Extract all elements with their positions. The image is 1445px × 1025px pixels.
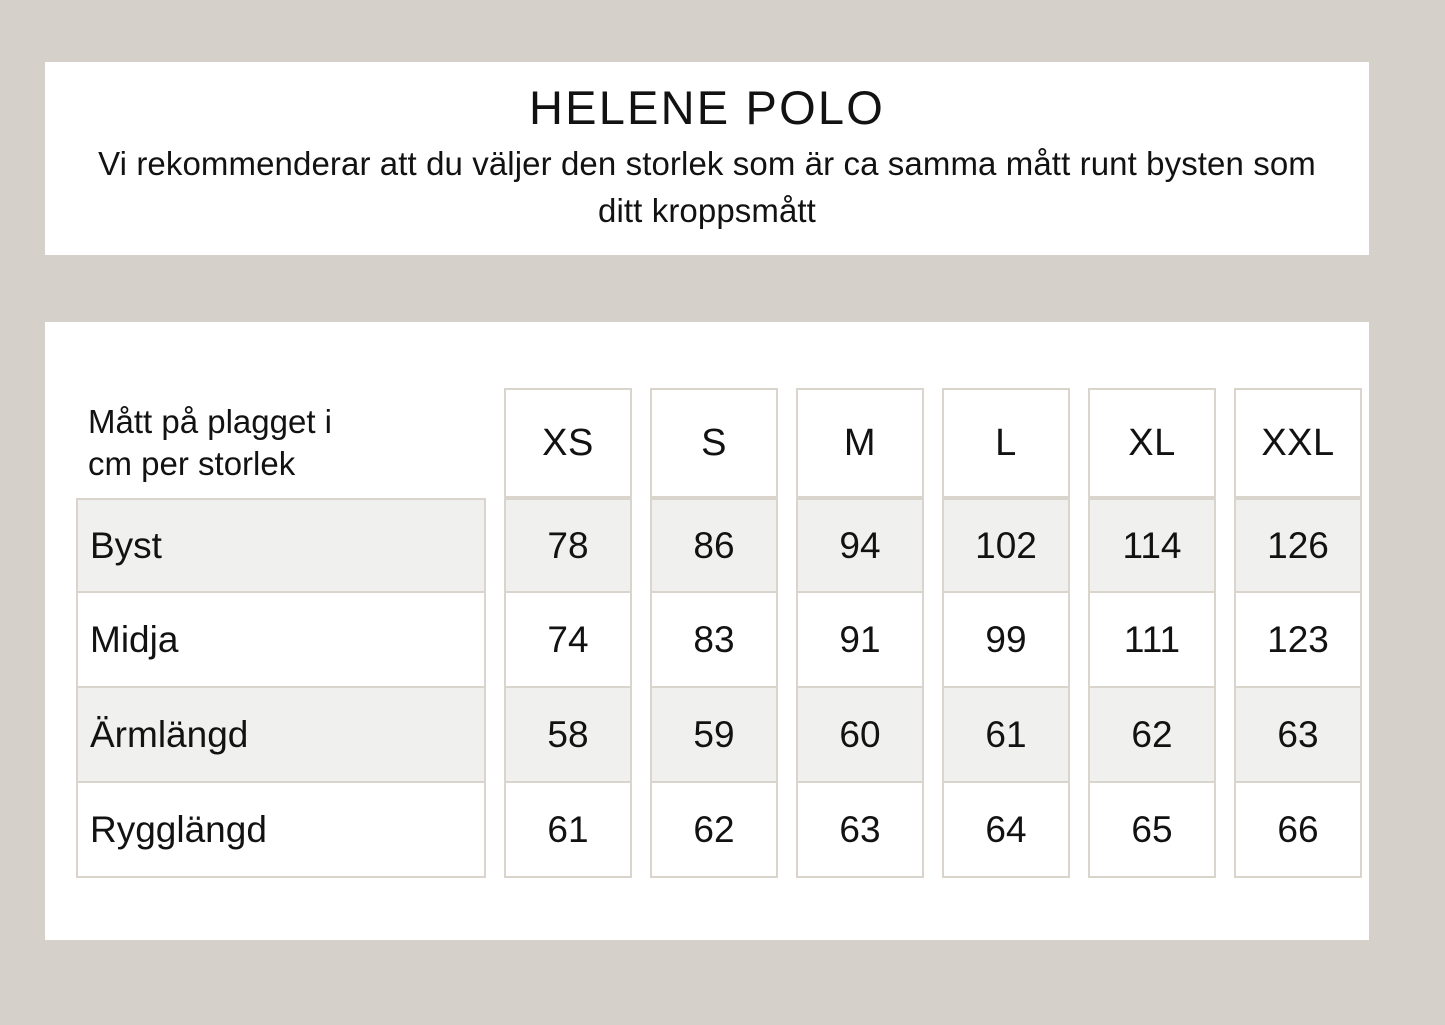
header-panel: HELENE POLO Vi rekommenderar att du välj… <box>45 62 1369 255</box>
measurement-value: 66 <box>1234 783 1362 878</box>
measurement-value: 74 <box>504 593 632 688</box>
measurement-value: 123 <box>1234 593 1362 688</box>
size-column-l: L 102 99 61 64 <box>942 388 1070 878</box>
measurement-row-label: Midja <box>76 593 486 688</box>
measurement-value: 94 <box>796 498 924 593</box>
size-header-xs: XS <box>504 388 632 498</box>
size-column-xs: XS 78 74 58 61 <box>504 388 632 878</box>
measurement-value: 102 <box>942 498 1070 593</box>
measurement-value: 91 <box>796 593 924 688</box>
measurement-label-column: Mått på plagget i cm per storlek Byst Midja… <box>76 388 486 878</box>
size-header-m: M <box>796 388 924 498</box>
measurement-value: 62 <box>1088 688 1216 783</box>
table-corner-label-line2: cm per storlek <box>88 445 296 482</box>
measurement-row-label: Rygglängd <box>76 783 486 878</box>
measurement-value: 86 <box>650 498 778 593</box>
measurement-value: 63 <box>796 783 924 878</box>
size-header-s: S <box>650 388 778 498</box>
measurement-value: 60 <box>796 688 924 783</box>
size-column-m: M 94 91 60 63 <box>796 388 924 878</box>
size-recommendation-text: Vi rekommenderar att du väljer den storl… <box>98 145 1316 230</box>
measurement-value: 59 <box>650 688 778 783</box>
table-corner-label: Mått på plagget i cm per storlek <box>76 388 486 498</box>
size-header-l: L <box>942 388 1070 498</box>
measurement-value: 99 <box>942 593 1070 688</box>
size-column-xxl: XXL 126 123 63 66 <box>1234 388 1362 878</box>
measurement-value: 83 <box>650 593 778 688</box>
measurement-value: 126 <box>1234 498 1362 593</box>
measurement-value: 58 <box>504 688 632 783</box>
measurement-value: 64 <box>942 783 1070 878</box>
measurement-value: 65 <box>1088 783 1216 878</box>
measurement-value: 114 <box>1088 498 1216 593</box>
measurement-value: 63 <box>1234 688 1362 783</box>
size-column-xl: XL 114 111 62 65 <box>1088 388 1216 878</box>
measurement-value: 61 <box>504 783 632 878</box>
measurement-value: 111 <box>1088 593 1216 688</box>
size-header-xl: XL <box>1088 388 1216 498</box>
size-column-s: S 86 83 59 62 <box>650 388 778 878</box>
size-header-xxl: XXL <box>1234 388 1362 498</box>
measurement-row-label: Byst <box>76 498 486 593</box>
measurement-table-panel: Mått på plagget i cm per storlek Byst Midja… <box>45 322 1369 940</box>
measurement-table: Mått på plagget i cm per storlek Byst Midja… <box>76 388 1362 878</box>
measurement-value: 62 <box>650 783 778 878</box>
measurement-value: 78 <box>504 498 632 593</box>
measurement-value: 61 <box>942 688 1070 783</box>
measurement-row-label: Ärmlängd <box>76 688 486 783</box>
page-title: HELENE POLO <box>529 81 885 134</box>
table-corner-label-line1: Mått på plagget i <box>88 403 332 441</box>
